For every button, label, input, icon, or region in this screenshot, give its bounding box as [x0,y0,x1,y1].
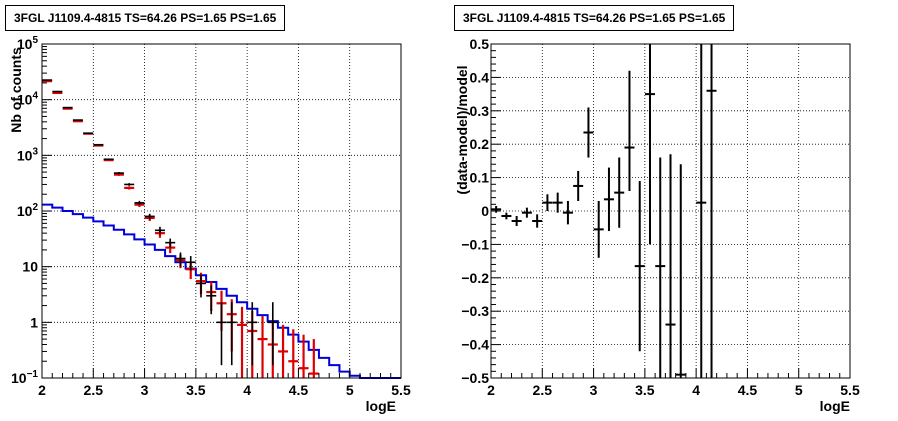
left-chart-title: 3FGL J1109.4-4815 TS=64.26 PS=1.65 PS=1.… [5,5,286,31]
left-model-point-series [42,80,319,378]
left-data-point [154,226,165,235]
right-residual-point [521,207,532,218]
left-model-point [72,120,83,123]
left-x-axis-label: logE [366,398,396,414]
right-y-tick-label: −0.2 [461,270,489,286]
right-y-tick-label: −0.1 [461,236,489,252]
right-residual-point [583,107,594,158]
left-component-line [42,203,401,379]
right-x-ticks [490,368,851,378]
right-residual-point [532,214,543,228]
left-data-point [185,256,196,271]
right-residual-point [655,157,666,378]
right-residual-point [665,154,676,378]
right-y-tick-label: 0.3 [470,103,490,119]
right-residual-point [614,157,625,228]
left-y-ticks [42,43,52,379]
right-residual-point [624,70,635,191]
right-residual-point [603,167,614,232]
left-data-point [226,302,237,366]
left-y-tick-label: 10−1 [11,369,38,386]
right-residual-point [696,44,707,378]
right-x-tick-label: 5 [795,382,803,398]
left-y-tick-label: 10 [22,259,38,275]
left-model-point [288,329,299,378]
left-data-point [216,302,227,366]
left-model-point [308,339,319,378]
left-model-point [237,306,248,378]
right-residual-point [562,200,573,225]
left-x-tick-label: 4.5 [289,382,309,398]
right-y-tick-label: 0.5 [470,36,490,52]
left-data-point [72,119,83,121]
left-data-point [134,200,145,206]
right-x-tick-label: 3 [590,382,598,398]
left-data-point-series [42,79,278,366]
right-residual-point [573,170,584,201]
left-x-tick-label: 3.5 [186,382,206,398]
left-y-tick-label: 103 [17,146,39,163]
right-y-tick-label: 0.4 [470,69,490,85]
left-data-point [62,106,73,109]
left-data-point [93,143,104,146]
right-x-tick-label: 3.5 [635,382,655,398]
left-x-tick-label: 3 [141,382,149,398]
left-x-tick-label: 2.5 [84,382,104,398]
right-residual-point [552,192,563,213]
left-data-point [165,238,176,248]
left-model-point [62,107,73,110]
left-x-tick-label: 4 [243,382,251,398]
left-y-tick-label: 1 [30,314,38,330]
right-residual-point [501,212,512,220]
left-data-point [113,171,124,175]
right-y-axis-label: (data-model)/model [454,65,470,194]
right-y-tick-label: −0.3 [461,303,489,319]
right-residual-point [706,44,717,378]
left-data-point [195,274,206,298]
right-y-tick-label: 0.2 [470,136,490,152]
left-y-tick-label: 104 [17,91,39,108]
right-x-tick-label: 4 [692,382,700,398]
right-residual-series [491,44,717,378]
right-y-ticks [491,43,501,379]
right-y-tick-label: 0 [481,203,489,219]
right-residual-point [491,205,502,213]
left-x-tick-label: 5 [346,382,354,398]
right-x-tick-label: 2 [487,382,495,398]
right-x-axis-label: logE [820,398,850,414]
left-x-tick-label: 5.5 [391,382,411,398]
right-residual-point [644,44,655,245]
left-data-point [144,213,155,220]
left-data-point [175,252,186,267]
right-residual-point [542,194,553,211]
right-residual-point [511,216,522,227]
right-y-tick-label: 0.1 [470,170,490,186]
left-x-tick-label: 2 [38,382,46,398]
right-y-tick-label: −0.4 [461,337,489,353]
left-model-point [257,315,268,378]
left-data-point [103,158,114,161]
left-data-point [267,302,278,366]
left-model-point [298,334,309,378]
right-x-tick-label: 2.5 [533,382,553,398]
left-x-ticks [41,368,402,378]
right-residual-point [634,180,645,352]
left-data-point [124,183,135,186]
right-residual-point [675,164,686,378]
right-y-tick-label: −0.5 [461,370,489,386]
right-x-tick-label: 4.5 [738,382,758,398]
right-residual-point [593,200,604,258]
left-y-tick-label: 102 [17,202,39,219]
left-model-point [278,324,289,378]
left-data-point [247,302,258,366]
right-chart-title: 3FGL J1109.4-4815 TS=64.26 PS=1.65 PS=1.… [454,5,735,31]
left-model-point [124,186,135,190]
left-data-point [206,285,217,315]
left-y-axis-label: Nb of counts [8,47,24,133]
left-data-point [83,132,94,134]
right-x-tick-label: 5.5 [840,382,860,398]
left-y-tick-label: 105 [17,35,39,52]
